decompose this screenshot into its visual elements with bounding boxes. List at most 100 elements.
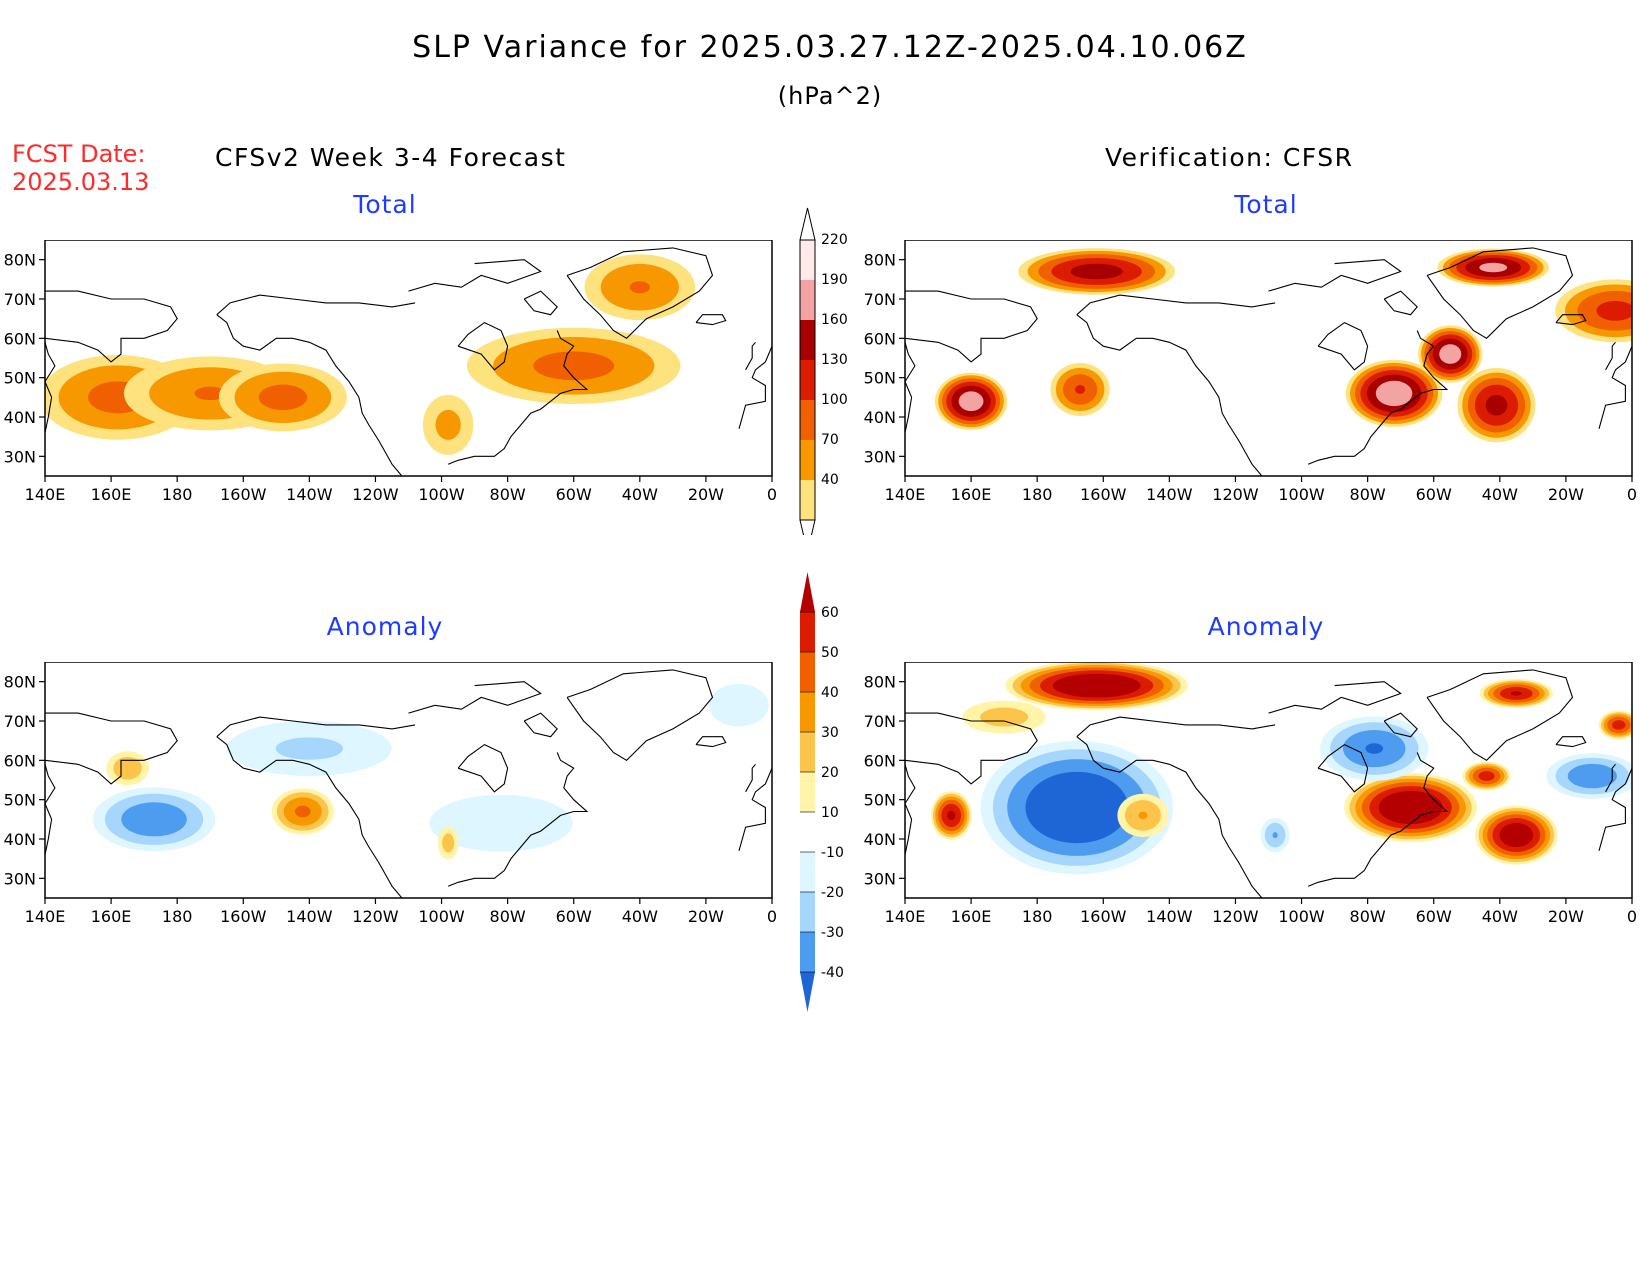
coastline-1 bbox=[45, 712, 178, 785]
coastline-6 bbox=[566, 247, 714, 339]
lon-label: 100W bbox=[418, 485, 465, 504]
verification-column-heading: Verification: CFSR bbox=[1105, 143, 1354, 172]
contour-forecast-total-f2-100 bbox=[258, 384, 308, 411]
panel-title-forecast-total: Total bbox=[353, 190, 417, 219]
coastline-7 bbox=[695, 314, 727, 326]
lat-label: 70N bbox=[4, 712, 36, 731]
contour-verification-total-f2-130 bbox=[1075, 384, 1086, 394]
lon-label: 120W bbox=[352, 907, 399, 926]
colorbar-label: 100 bbox=[821, 392, 848, 408]
colorbar-top-arrow bbox=[799, 207, 816, 241]
lon-label: 0 bbox=[767, 485, 777, 504]
lon-label: 0 bbox=[1627, 485, 1637, 504]
contour-verification-anomaly-f2-60 bbox=[947, 810, 956, 821]
colorbar-swatch bbox=[800, 812, 815, 852]
lon-label: 80W bbox=[490, 907, 526, 926]
contour-verification-anomaly-f3-30 bbox=[1138, 811, 1148, 820]
colorbar-label: 40 bbox=[821, 685, 839, 701]
coastline-11 bbox=[1383, 290, 1418, 316]
contour-verification-anomaly-f6-50 bbox=[1478, 771, 1495, 781]
colorbar-label: 160 bbox=[821, 312, 848, 328]
coastline-11 bbox=[523, 712, 558, 738]
panel-title-verification-anomaly: Anomaly bbox=[1207, 612, 1325, 641]
lon-label: 120W bbox=[352, 485, 399, 504]
coastline-7 bbox=[695, 736, 727, 748]
colorbar-swatch bbox=[800, 280, 815, 320]
contour-forecast-anomaly-f4--10 bbox=[429, 794, 573, 852]
colorbar-swatch bbox=[800, 480, 815, 520]
lon-label: 160E bbox=[91, 907, 132, 926]
colorbar-swatch bbox=[800, 772, 815, 812]
coastline-9 bbox=[745, 763, 756, 793]
contour-verification-anomaly-f4-60 bbox=[1378, 790, 1443, 825]
coastline-9 bbox=[1605, 763, 1616, 793]
lat-label: 80N bbox=[864, 673, 896, 692]
colorbar-label: -30 bbox=[821, 925, 844, 941]
contour-forecast-anomaly-f6--10 bbox=[709, 684, 769, 727]
lon-label: 0 bbox=[767, 907, 777, 926]
colorbar-label: 30 bbox=[821, 725, 839, 741]
contour-verification-total-f5-160 bbox=[1485, 394, 1508, 416]
lon-label: 80W bbox=[1350, 907, 1386, 926]
field-forecast-total bbox=[45, 240, 772, 476]
coastline-5 bbox=[447, 752, 589, 887]
coastline-7 bbox=[1555, 736, 1587, 748]
lon-label: 140W bbox=[286, 485, 333, 504]
colorbar-swatch bbox=[800, 400, 815, 440]
coastline-0 bbox=[45, 342, 56, 433]
panel-title-verification-total: Total bbox=[1234, 190, 1298, 219]
colorbar-outline bbox=[799, 239, 816, 521]
contour-verification-anomaly-f12-20 bbox=[980, 707, 1029, 727]
lat-label: 30N bbox=[864, 869, 896, 888]
lon-label: 40W bbox=[1482, 485, 1518, 504]
colorbar-swatch bbox=[800, 692, 815, 732]
contour-forecast-total-f5-70 bbox=[435, 409, 461, 440]
coastline-9 bbox=[1605, 341, 1616, 371]
lon-label: 160W bbox=[220, 907, 267, 926]
lon-label: 60W bbox=[556, 485, 592, 504]
colorbar-label: 10 bbox=[821, 805, 839, 821]
lat-label: 80N bbox=[4, 673, 36, 692]
fcst-date-value: 2025.03.13 bbox=[12, 168, 150, 196]
lon-label: 140W bbox=[1146, 485, 1193, 504]
coastline-6 bbox=[1426, 247, 1574, 339]
lon-label: 140W bbox=[1146, 907, 1193, 926]
lon-label: 160E bbox=[951, 485, 992, 504]
lon-label: 60W bbox=[1416, 907, 1452, 926]
panel-title-forecast-anomaly: Anomaly bbox=[326, 612, 444, 641]
map-frame-verification-anomaly bbox=[904, 662, 1633, 899]
lon-label: 180 bbox=[162, 485, 193, 504]
lon-label: 80W bbox=[490, 485, 526, 504]
lat-label: 60N bbox=[864, 329, 896, 348]
lat-label: 40N bbox=[864, 408, 896, 427]
coastline-9 bbox=[745, 341, 756, 371]
colorbar-top-arrow bbox=[800, 572, 815, 612]
lat-label: 50N bbox=[864, 369, 896, 388]
coastline-2 bbox=[216, 736, 403, 898]
contour-forecast-anomaly-f0--30 bbox=[121, 802, 187, 837]
lon-label: 20W bbox=[1548, 907, 1584, 926]
contour-verification-total-f6-190 bbox=[1479, 262, 1508, 273]
lon-label: 140W bbox=[286, 907, 333, 926]
lon-label: 180 bbox=[1022, 485, 1053, 504]
coastline-11 bbox=[1383, 712, 1418, 738]
colorbar-anomaly: 60 50 40 30 20 10 -10 -20 -30 -40 bbox=[800, 572, 844, 1012]
colorbar-label: 50 bbox=[821, 645, 839, 661]
coastline-4 bbox=[457, 321, 509, 371]
coastline-5 bbox=[1307, 330, 1449, 465]
contour-verification-anomaly-f1--40 bbox=[1025, 771, 1129, 844]
coastline-3 bbox=[1076, 294, 1276, 316]
coastlines-verification-anomaly bbox=[905, 669, 1632, 898]
lon-label: 140E bbox=[25, 907, 66, 926]
colorbar-total: 220 190 160 130 100 70 40 bbox=[799, 207, 848, 535]
coastlines-forecast-total bbox=[45, 247, 772, 476]
coastline-11 bbox=[523, 290, 558, 316]
lon-label: 20W bbox=[688, 485, 724, 504]
contour-verification-total-f7-130 bbox=[1596, 300, 1632, 321]
coastline-1 bbox=[45, 290, 178, 363]
coastline-1 bbox=[905, 290, 1038, 363]
coastline-0 bbox=[905, 764, 916, 855]
colorbar-label: 60 bbox=[821, 605, 839, 621]
coastline-4 bbox=[1317, 321, 1369, 371]
coastline-10 bbox=[408, 681, 542, 714]
